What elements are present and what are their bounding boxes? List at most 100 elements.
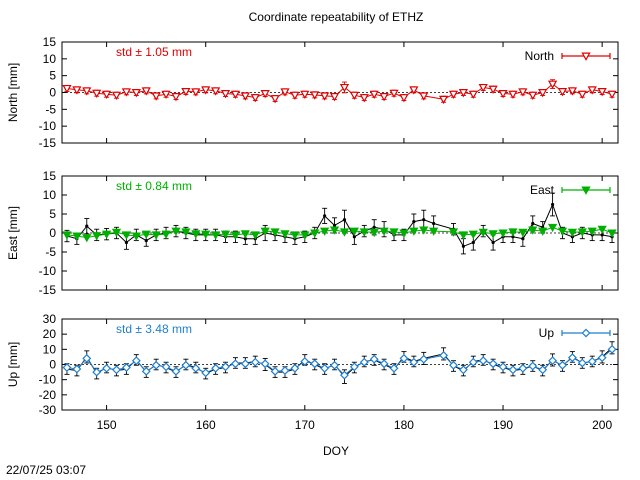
up-data-point bbox=[270, 366, 280, 376]
x-tick-label: 150 bbox=[97, 418, 117, 432]
up-ytick-label: 0 bbox=[49, 358, 56, 372]
north-data-point bbox=[141, 87, 151, 96]
east-observed-point bbox=[471, 240, 475, 245]
north-data-point bbox=[359, 94, 369, 103]
north-data-point bbox=[220, 90, 231, 99]
east-observed-point bbox=[352, 235, 356, 239]
x-tick-label: 160 bbox=[196, 418, 216, 432]
east-data-point bbox=[448, 228, 459, 237]
north-data-point bbox=[72, 86, 82, 95]
east-data-point bbox=[240, 230, 250, 239]
x-tick-label: 190 bbox=[493, 418, 513, 432]
north-ytick-label: 10 bbox=[43, 52, 57, 66]
east-data-point bbox=[557, 227, 568, 236]
east-data-point bbox=[92, 232, 102, 241]
up-data-point bbox=[201, 368, 211, 378]
north-data-point bbox=[320, 92, 330, 101]
north-panel: -15 -10 -5 0 5 10 15 North [mm] std ± 1.05 mm Nor… bbox=[6, 35, 619, 150]
north-data-point bbox=[260, 90, 270, 99]
east-legend-label: East bbox=[530, 183, 555, 197]
east-data-point bbox=[399, 229, 409, 238]
north-data-point bbox=[577, 90, 587, 100]
north-data-point bbox=[409, 86, 419, 95]
east-data-point bbox=[498, 229, 508, 238]
north-data-point bbox=[538, 89, 548, 98]
east-observed-point bbox=[124, 240, 129, 245]
up-data-point bbox=[389, 363, 399, 373]
north-data-point bbox=[171, 93, 181, 102]
north-data-point bbox=[607, 90, 617, 100]
up-data-point bbox=[320, 363, 330, 373]
up-std-label: std ± 3.48 mm bbox=[116, 322, 192, 336]
north-data-point bbox=[290, 91, 300, 101]
east-data-point bbox=[389, 228, 399, 237]
north-data-point bbox=[230, 90, 241, 100]
up-data-point bbox=[567, 353, 577, 363]
up-ytick-label: -30 bbox=[39, 403, 57, 417]
north-data-point bbox=[478, 83, 488, 93]
up-data-point bbox=[230, 359, 240, 369]
east-data-point bbox=[131, 232, 141, 241]
north-data-point bbox=[101, 90, 112, 100]
east-data-point bbox=[260, 227, 270, 236]
north-data-point bbox=[389, 89, 399, 99]
north-data-point bbox=[547, 80, 558, 89]
east-data-point bbox=[111, 228, 122, 238]
up-data-point bbox=[211, 363, 221, 373]
up-data-point bbox=[221, 362, 230, 372]
east-legend-marker bbox=[581, 186, 591, 195]
up-data-point bbox=[548, 356, 558, 366]
north-legend-marker bbox=[581, 52, 591, 61]
up-data-point bbox=[161, 362, 171, 372]
north-data-point bbox=[508, 90, 518, 100]
north-ytick-label: 15 bbox=[43, 35, 57, 49]
up-data-point bbox=[607, 344, 617, 354]
north-data-point bbox=[488, 85, 498, 94]
east-observed-point bbox=[521, 237, 525, 241]
east-data-point bbox=[300, 231, 310, 240]
up-y-axis-label: Up [mm] bbox=[6, 342, 20, 387]
up-data-point bbox=[250, 357, 260, 367]
north-data-point bbox=[151, 92, 161, 101]
east-data-point bbox=[141, 230, 151, 239]
up-data-point bbox=[538, 365, 548, 375]
up-data-point bbox=[419, 354, 429, 364]
up-data-point bbox=[141, 366, 151, 376]
east-data-point bbox=[171, 227, 181, 236]
east-data-point bbox=[191, 230, 201, 239]
east-ytick-label: 10 bbox=[43, 188, 57, 202]
north-data-point bbox=[181, 88, 191, 97]
up-data-point bbox=[72, 364, 82, 374]
east-y-axis-label: East [mm] bbox=[6, 206, 20, 260]
up-data-point bbox=[181, 360, 191, 370]
up-data-point bbox=[191, 363, 201, 373]
north-data-point bbox=[458, 89, 469, 98]
north-data-point bbox=[210, 87, 221, 96]
up-data-point bbox=[488, 359, 498, 369]
east-data-point bbox=[220, 230, 231, 239]
east-data-point bbox=[62, 231, 72, 240]
east-observed-point bbox=[342, 218, 347, 222]
east-ytick-label: 5 bbox=[49, 207, 56, 221]
up-data-point bbox=[280, 366, 290, 376]
north-data-point bbox=[250, 94, 260, 103]
x-axis-label: DOY bbox=[323, 444, 349, 458]
north-data-point bbox=[567, 87, 578, 96]
up-ytick-label: -20 bbox=[39, 388, 57, 402]
up-data-point bbox=[102, 363, 112, 373]
east-observed-point bbox=[323, 214, 327, 218]
east-std-label: std ± 0.84 mm bbox=[116, 179, 192, 193]
north-data-point bbox=[280, 88, 290, 97]
north-data-point bbox=[557, 88, 568, 97]
up-data-point bbox=[597, 353, 607, 363]
north-ytick-label: -15 bbox=[39, 136, 57, 150]
up-data-point bbox=[468, 357, 478, 367]
north-data-point bbox=[528, 91, 538, 101]
up-data-point bbox=[330, 360, 339, 370]
up-data-point bbox=[399, 353, 409, 363]
east-data-point bbox=[379, 227, 389, 236]
north-series-line bbox=[66, 83, 613, 100]
north-legend-label: North bbox=[525, 49, 554, 63]
east-data-point bbox=[478, 228, 488, 238]
